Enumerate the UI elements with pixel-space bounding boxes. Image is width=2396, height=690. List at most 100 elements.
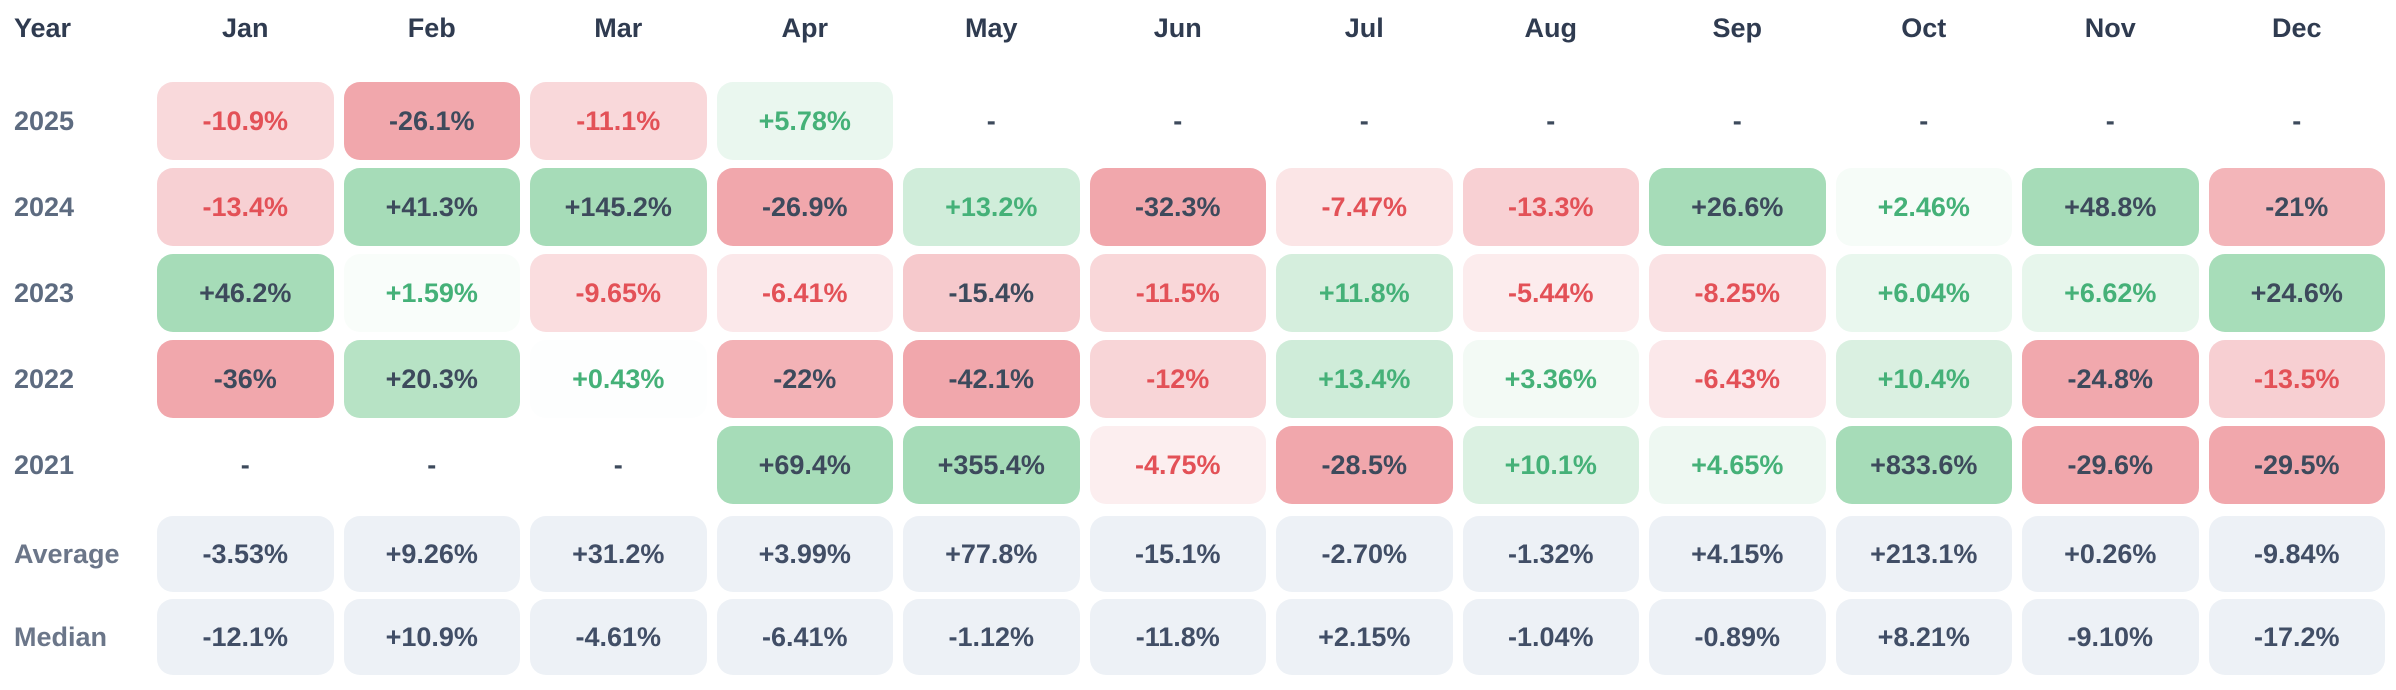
cell-2022-nov: -24.8%: [2022, 340, 2199, 418]
cell-2025-jun: -: [1173, 105, 1183, 136]
year-row-2023: 2023 +46.2% +1.59% -9.65% -6.41% -15.4% -11.5%…: [10, 254, 2390, 332]
cell-median-feb: +10.9%: [343, 599, 520, 675]
cell-2023-jun: -11.5%: [1089, 254, 1266, 332]
cell-2023-may: -15.4%: [903, 254, 1080, 332]
summary-row-median: Median -12.1% +10.9% -4.61% -6.41% -1.12% -11.…: [10, 599, 2390, 675]
cell-2022-mar: +0.43%: [530, 340, 707, 418]
cell-2023-apr: -6.41%: [716, 254, 893, 332]
summary-row-average: Average -3.53% +9.26% +31.2% +3.99% +77.8% -15…: [10, 516, 2390, 592]
cell-median-aug: -1.04%: [1462, 599, 1639, 675]
cell-2021-jan: -: [240, 449, 250, 480]
cell-median-sep: -0.89%: [1649, 599, 1826, 675]
cell-2025-may: -: [986, 105, 996, 136]
cell-2023-feb: +1.59%: [343, 254, 520, 332]
cell-2021-mar: -: [613, 449, 623, 480]
cell-2021-oct: +833.6%: [1835, 426, 2012, 504]
year-row-label-2025: 2025: [14, 105, 75, 136]
cell-average-dec: -9.84%: [2208, 516, 2385, 592]
cell-2025-sep: -: [1732, 105, 1742, 136]
year-row-label-2023: 2023: [14, 277, 75, 308]
cell-2022-oct: +10.4%: [1835, 340, 2012, 418]
cell-2023-oct: +6.04%: [1835, 254, 2012, 332]
month-header-dec: Dec: [2271, 12, 2322, 43]
cell-2024-aug: -13.3%: [1462, 168, 1639, 246]
summary-row-label-average: Average: [14, 538, 120, 569]
cell-2022-jul: +13.4%: [1276, 340, 1453, 418]
cell-average-apr: +3.99%: [716, 516, 893, 592]
cell-2022-feb: +20.3%: [343, 340, 520, 418]
cell-2025-oct: -: [1919, 105, 1929, 136]
month-header-mar: Mar: [594, 12, 643, 43]
cell-2021-apr: +69.4%: [716, 426, 893, 504]
cell-average-oct: +213.1%: [1835, 516, 2012, 592]
cell-average-mar: +31.2%: [530, 516, 707, 592]
summary-rows-section: Average -3.53% +9.26% +31.2% +3.99% +77.8% -15…: [10, 516, 2390, 675]
cell-average-feb: +9.26%: [343, 516, 520, 592]
cell-2023-jul: +11.8%: [1276, 254, 1453, 332]
year-row-2025: 2025 -10.9% -26.1% -11.1% +5.78% - - - - - - - -: [10, 82, 2390, 160]
cell-average-may: +77.8%: [903, 516, 1080, 592]
cell-2022-aug: +3.36%: [1462, 340, 1639, 418]
cell-average-jul: -2.70%: [1276, 516, 1453, 592]
cell-median-jun: -11.8%: [1089, 599, 1266, 675]
cell-2024-jun: -32.3%: [1089, 168, 1266, 246]
cell-2025-feb: -26.1%: [343, 82, 520, 160]
month-header-oct: Oct: [1901, 12, 1947, 43]
cell-median-oct: +8.21%: [1835, 599, 2012, 675]
cell-2024-oct: +2.46%: [1835, 168, 2012, 246]
year-rows-section: 2025 -10.9% -26.1% -11.1% +5.78% - - - - - - - - 2024…: [10, 82, 2390, 504]
cell-2022-sep: -6.43%: [1649, 340, 1826, 418]
month-header-jul: Jul: [1344, 12, 1384, 43]
cell-2021-may: +355.4%: [903, 426, 1080, 504]
year-row-2022: 2022 -36% +20.3% +0.43% -22% -42.1% -12% +13.4%…: [10, 340, 2390, 418]
cell-average-sep: +4.15%: [1649, 516, 1826, 592]
cell-average-jun: -15.1%: [1089, 516, 1266, 592]
cell-2022-may: -42.1%: [903, 340, 1080, 418]
cell-2023-mar: -9.65%: [530, 254, 707, 332]
cell-2025-aug: -: [1546, 105, 1556, 136]
cell-average-nov: +0.26%: [2022, 516, 2199, 592]
cell-median-may: -1.12%: [903, 599, 1080, 675]
header-row: Year Jan Feb Mar Apr May Jun Jul Aug Sep Oct Nov De…: [10, 10, 2390, 46]
cell-2022-jan: -36%: [157, 340, 334, 418]
cell-median-apr: -6.41%: [716, 599, 893, 675]
year-row-2024: 2024 -13.4% +41.3% +145.2% -26.9% +13.2% -32.3…: [10, 168, 2390, 246]
year-row-label-2021: 2021: [14, 449, 75, 480]
cell-2024-feb: +41.3%: [343, 168, 520, 246]
cell-2021-dec: -29.5%: [2208, 426, 2385, 504]
year-row-label-2024: 2024: [14, 191, 75, 222]
cell-average-aug: -1.32%: [1462, 516, 1639, 592]
cell-2024-jul: -7.47%: [1276, 168, 1453, 246]
year-row-2021: 2021 - - - +69.4% +355.4% -4.75% -28.5% +10.1% +4…: [10, 426, 2390, 504]
cell-2024-mar: +145.2%: [530, 168, 707, 246]
cell-median-dec: -17.2%: [2208, 599, 2385, 675]
cell-2025-mar: -11.1%: [530, 82, 707, 160]
cell-2024-sep: +26.6%: [1649, 168, 1826, 246]
month-header-jun: Jun: [1153, 12, 1202, 43]
cell-2021-jul: -28.5%: [1276, 426, 1453, 504]
cell-2023-jan: +46.2%: [157, 254, 334, 332]
cell-median-mar: -4.61%: [530, 599, 707, 675]
month-header-apr: Apr: [781, 12, 829, 43]
cell-2021-jun: -4.75%: [1089, 426, 1266, 504]
cell-2021-nov: -29.6%: [2022, 426, 2199, 504]
cell-2022-apr: -22%: [716, 340, 893, 418]
cell-median-jan: -12.1%: [157, 599, 334, 675]
cell-2023-dec: +24.6%: [2208, 254, 2385, 332]
cell-2022-jun: -12%: [1089, 340, 1266, 418]
cell-2025-jan: -10.9%: [157, 82, 334, 160]
year-column-header: Year: [14, 12, 72, 43]
cell-2022-dec: -13.5%: [2208, 340, 2385, 418]
cell-2024-may: +13.2%: [903, 168, 1080, 246]
month-header-aug: Aug: [1524, 12, 1577, 43]
summary-row-label-median: Median: [14, 621, 108, 652]
month-header-jan: Jan: [221, 12, 269, 43]
cell-median-nov: -9.10%: [2022, 599, 2199, 675]
month-header-sep: Sep: [1712, 12, 1763, 43]
cell-2025-jul: -: [1359, 105, 1369, 136]
cell-median-jul: +2.15%: [1276, 599, 1453, 675]
cell-2023-sep: -8.25%: [1649, 254, 1826, 332]
cell-2021-sep: +4.65%: [1649, 426, 1826, 504]
cell-2024-jan: -13.4%: [157, 168, 334, 246]
